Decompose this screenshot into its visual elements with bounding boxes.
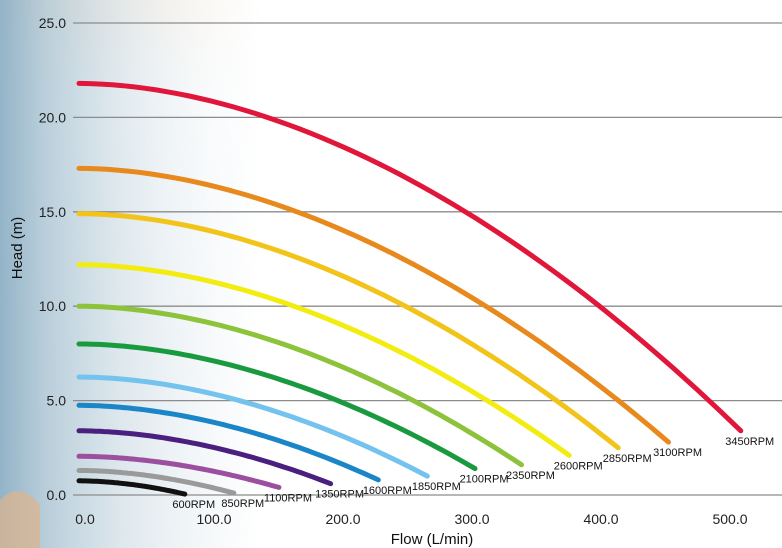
y-tick-label: 25.0 [39, 15, 66, 31]
series-label: 3100RPM [653, 447, 702, 459]
x-tick-label: 400.0 [583, 511, 618, 527]
y-tick-label: 10.0 [39, 298, 66, 314]
series-line-1600rpm [76, 402, 381, 483]
series-line-2350rpm [76, 303, 524, 468]
series-line-2600rpm [76, 262, 572, 458]
series-label: 1600RPM [363, 485, 412, 497]
series-label: 850RPM [221, 498, 264, 510]
series-line-850rpm [76, 468, 237, 496]
y-tick-label: 15.0 [39, 204, 66, 220]
x-tick-label: 100.0 [196, 511, 231, 527]
series-line-1850rpm [76, 374, 430, 479]
series-label: 2850RPM [603, 453, 652, 465]
y-tick-label: 20.0 [39, 109, 66, 125]
series-label: 2100RPM [460, 474, 509, 486]
y-tick-label: 0.0 [47, 487, 67, 503]
x-tick-label: 500.0 [712, 511, 747, 527]
x-tick-label: 300.0 [454, 511, 489, 527]
gridlines [73, 22, 782, 496]
series-curves [76, 80, 744, 497]
x-axis-title: Flow (L/min) [391, 531, 474, 548]
x-tick-label: 200.0 [325, 511, 360, 527]
series-label: 3450RPM [725, 436, 774, 448]
y-axis-title: Head (m) [9, 217, 26, 280]
series-line-2850rpm [76, 211, 621, 451]
x-tick-labels: 0.0 100.0 200.0 300.0 400.0 500.0 [75, 511, 747, 527]
series-label: 1850RPM [412, 481, 461, 493]
y-tick-labels: 0.0 5.0 10.0 15.0 20.0 25.0 [39, 15, 66, 503]
series-line-1350rpm [76, 428, 334, 487]
series-label: 1350RPM [315, 489, 364, 501]
series-label: 2600RPM [554, 460, 603, 472]
y-tick-label: 5.0 [47, 393, 67, 409]
series-label: 1100RPM [264, 492, 312, 504]
series-line-3100rpm [76, 165, 671, 445]
series-label: 2350RPM [506, 470, 555, 482]
series-line-3450rpm [76, 80, 744, 434]
x-tick-label: 0.0 [75, 511, 95, 527]
series-line-600rpm [76, 478, 188, 497]
series-line-1100rpm [76, 453, 282, 490]
series-line-2100rpm [76, 341, 478, 472]
series-label: 600RPM [172, 499, 215, 511]
